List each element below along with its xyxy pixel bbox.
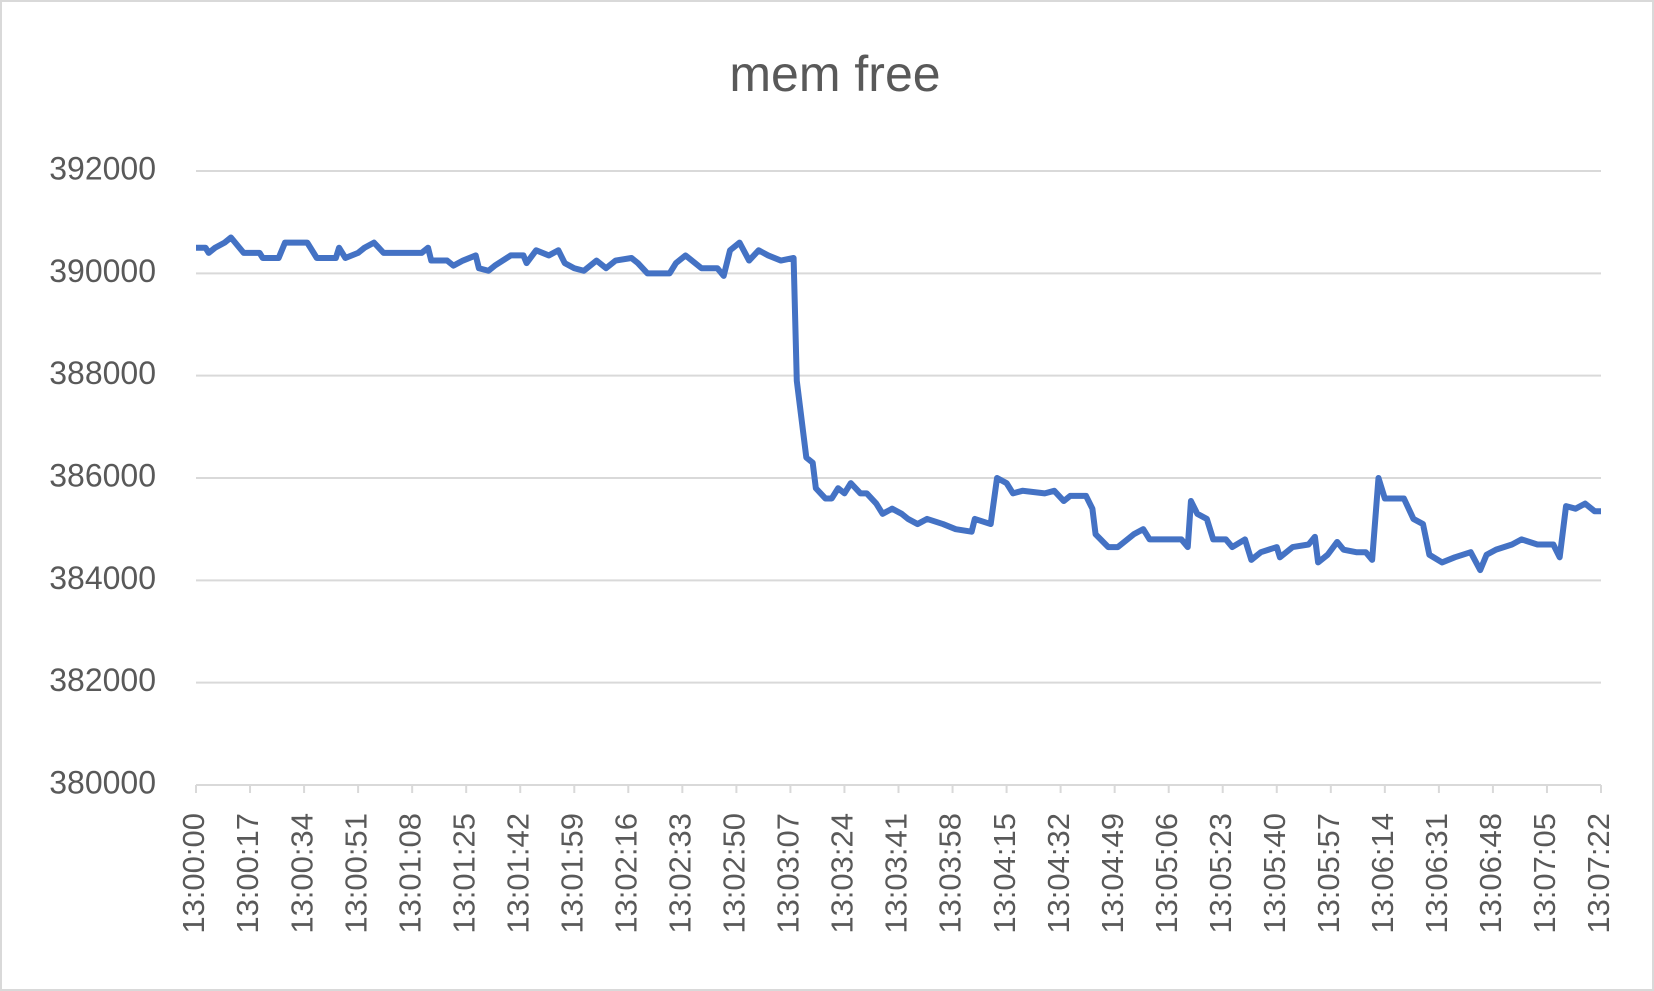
x-tick-label: 13:02:33 <box>663 813 698 934</box>
x-tick-label: 13:04:15 <box>987 813 1022 934</box>
y-tick-label: 390000 <box>49 253 156 289</box>
y-tick-label: 382000 <box>49 662 156 698</box>
x-tick-label: 13:03:24 <box>825 813 860 934</box>
x-tick-label: 13:05:57 <box>1311 813 1346 934</box>
x-tick-label: 13:07:22 <box>1581 813 1616 934</box>
x-tick-label: 13:03:07 <box>771 813 806 934</box>
data-line <box>196 234 1601 574</box>
x-tick-label: 13:01:59 <box>554 813 589 934</box>
x-tick-label: 13:00:17 <box>230 813 265 934</box>
x-tick-label: 13:04:32 <box>1041 813 1076 934</box>
y-tick-label: 386000 <box>49 457 156 493</box>
x-tick-label: 13:00:00 <box>176 813 211 934</box>
x-tick-label: 13:00:34 <box>284 813 319 934</box>
y-tick-label: 392000 <box>49 150 156 186</box>
x-tick-label: 13:04:49 <box>1095 813 1130 934</box>
x-tick-label: 13:03:41 <box>879 813 914 934</box>
x-tick-label: 13:03:58 <box>933 813 968 934</box>
y-tick-label: 380000 <box>49 764 156 800</box>
x-tick-label: 13:01:08 <box>392 813 427 934</box>
x-tick-label: 13:01:25 <box>446 813 481 934</box>
x-tick-label: 13:00:51 <box>338 813 373 934</box>
x-tick-label: 13:06:48 <box>1473 813 1508 934</box>
x-tick-label: 13:01:42 <box>500 813 535 934</box>
x-tick-label: 13:02:16 <box>608 813 643 934</box>
x-tick-label: 13:02:50 <box>717 813 752 934</box>
x-tick-label: 13:07:05 <box>1527 813 1562 934</box>
y-tick-label: 388000 <box>49 355 156 391</box>
x-tick-label: 13:06:31 <box>1419 813 1454 934</box>
x-tick-label: 13:05:23 <box>1203 813 1238 934</box>
x-tick-label: 13:05:40 <box>1257 813 1292 934</box>
x-tick-label: 13:05:06 <box>1149 813 1184 934</box>
chart-title: mem free <box>729 46 940 102</box>
y-tick-label: 384000 <box>49 560 156 596</box>
x-tick-label: 13:06:14 <box>1365 813 1400 934</box>
